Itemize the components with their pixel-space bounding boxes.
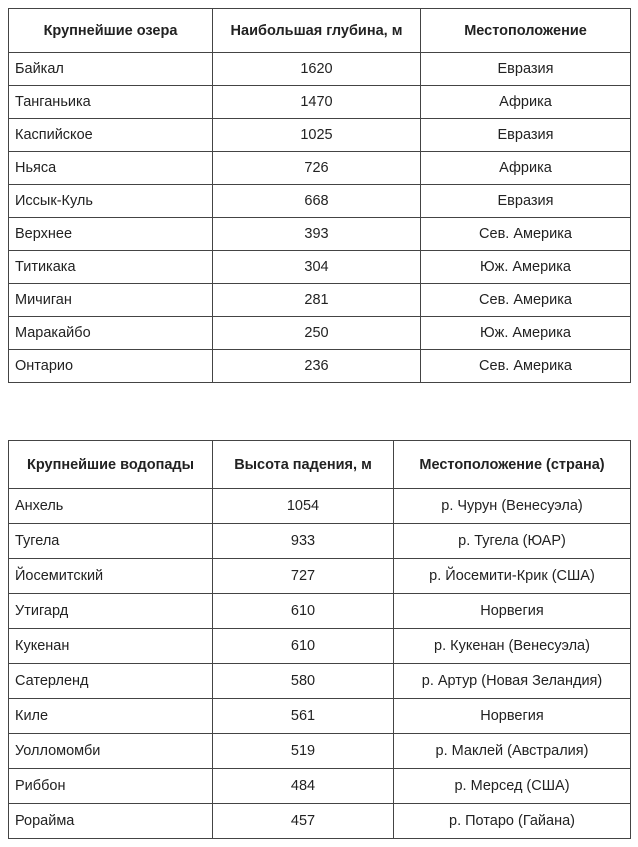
table-cell: Норвегия	[393, 698, 631, 734]
table-cell: р. Чурун (Венесуэла)	[393, 488, 631, 524]
table-cell: 281	[212, 283, 421, 317]
table-cell: 1470	[212, 85, 421, 119]
table-cell: Евразия	[420, 184, 631, 218]
table-cell: Юж. Америка	[420, 250, 631, 284]
table-row: Онтарио 236 Сев. Америка	[8, 349, 631, 383]
table-cell: Уолломомби	[8, 733, 213, 769]
table-cell: 561	[212, 698, 394, 734]
table-cell: 457	[212, 803, 394, 839]
table-row: Анхель 1054 р. Чурун (Венесуэла)	[8, 488, 631, 524]
table-cell: 933	[212, 523, 394, 559]
table-row: Титикака 304 Юж. Америка	[8, 250, 631, 284]
table-cell: р. Артур (Новая Зеландия)	[393, 663, 631, 699]
header-cell: Крупнейшие водопады	[8, 440, 213, 489]
table-row: Кукенан 610 р. Кукенан (Венесуэла)	[8, 628, 631, 664]
table-cell: Каспийское	[8, 118, 213, 152]
table-cell: р. Кукенан (Венесуэла)	[393, 628, 631, 664]
table-cell: Утигард	[8, 593, 213, 629]
table-cell: Байкал	[8, 52, 213, 86]
table-cell: Танганьика	[8, 85, 213, 119]
table-row: Сатерленд 580 р. Артур (Новая Зеландия)	[8, 663, 631, 699]
table-cell: 236	[212, 349, 421, 383]
table-cell: Сатерленд	[8, 663, 213, 699]
table-cell: Онтарио	[8, 349, 213, 383]
table-cell: Африка	[420, 151, 631, 185]
waterfalls-table: Крупнейшие водопады Высота падения, м Мест…	[8, 440, 631, 839]
table-cell: 668	[212, 184, 421, 218]
table-cell: Иссык-Куль	[8, 184, 213, 218]
table-cell: Риббон	[8, 768, 213, 804]
table-row: Танганьика 1470 Африка	[8, 85, 631, 119]
table-cell: 1054	[212, 488, 394, 524]
table-row: Байкал 1620 Евразия	[8, 52, 631, 86]
table-row: Иссык-Куль 668 Евразия	[8, 184, 631, 218]
table-cell: 580	[212, 663, 394, 699]
table-cell: Рорайма	[8, 803, 213, 839]
table-cell: Норвегия	[393, 593, 631, 629]
table-cell: Йосемитский	[8, 558, 213, 594]
table-row: Утигард 610 Норвегия	[8, 593, 631, 629]
table-cell: Евразия	[420, 52, 631, 86]
table-cell: р. Потаро (Гайана)	[393, 803, 631, 839]
table-cell: Титикака	[8, 250, 213, 284]
table-row: Киле 561 Норвегия	[8, 698, 631, 734]
table-cell: р. Мерсед (США)	[393, 768, 631, 804]
table-row: Риббон 484 р. Мерсед (США)	[8, 768, 631, 804]
table-cell: Сев. Америка	[420, 349, 631, 383]
table-cell: Юж. Америка	[420, 316, 631, 350]
header-row: Крупнейшие озера Наибольшая глубина, м Мес…	[8, 8, 631, 53]
table-cell: Тугела	[8, 523, 213, 559]
table-row: Ньяса 726 Африка	[8, 151, 631, 185]
table-cell: Ньяса	[8, 151, 213, 185]
table-cell: Маракайбо	[8, 316, 213, 350]
table-cell: 610	[212, 593, 394, 629]
table-row: Йосемитский 727 р. Йосемити-Крик (США)	[8, 558, 631, 594]
table-cell: Верхнее	[8, 217, 213, 251]
table-cell: Мичиган	[8, 283, 213, 317]
table-row: Тугела 933 р. Тугела (ЮАР)	[8, 523, 631, 559]
header-cell: Крупнейшие озера	[8, 8, 213, 53]
header-cell: Наибольшая глубина, м	[212, 8, 421, 53]
table-cell: 610	[212, 628, 394, 664]
table-row: Рорайма 457 р. Потаро (Гайана)	[8, 803, 631, 839]
table-cell: 1025	[212, 118, 421, 152]
table-cell: Киле	[8, 698, 213, 734]
table-cell: Кукенан	[8, 628, 213, 664]
table-cell: Евразия	[420, 118, 631, 152]
table-cell: р. Йосемити-Крик (США)	[393, 558, 631, 594]
table-row: Мичиган 281 Сев. Америка	[8, 283, 631, 317]
header-row: Крупнейшие водопады Высота падения, м Мест…	[8, 440, 631, 489]
table-cell: р. Тугела (ЮАР)	[393, 523, 631, 559]
table-cell: Анхель	[8, 488, 213, 524]
table-cell: 484	[212, 768, 394, 804]
table-cell: Сев. Америка	[420, 217, 631, 251]
header-cell: Высота падения, м	[212, 440, 394, 489]
table-row: Маракайбо 250 Юж. Америка	[8, 316, 631, 350]
table-row: Каспийское 1025 Евразия	[8, 118, 631, 152]
table-cell: 393	[212, 217, 421, 251]
header-cell: Местоположение	[420, 8, 631, 53]
table-cell: 727	[212, 558, 394, 594]
table-cell: 1620	[212, 52, 421, 86]
table-cell: Сев. Америка	[420, 283, 631, 317]
header-cell: Местоположение (страна)	[393, 440, 631, 489]
table-cell: р. Маклей (Австралия)	[393, 733, 631, 769]
table-cell: Африка	[420, 85, 631, 119]
table-cell: 519	[212, 733, 394, 769]
lakes-table: Крупнейшие озера Наибольшая глубина, м Мес…	[8, 8, 631, 383]
table-cell: 726	[212, 151, 421, 185]
table-cell: 250	[212, 316, 421, 350]
table-cell: 304	[212, 250, 421, 284]
table-row: Уолломомби 519 р. Маклей (Австралия)	[8, 733, 631, 769]
table-row: Верхнее 393 Сев. Америка	[8, 217, 631, 251]
